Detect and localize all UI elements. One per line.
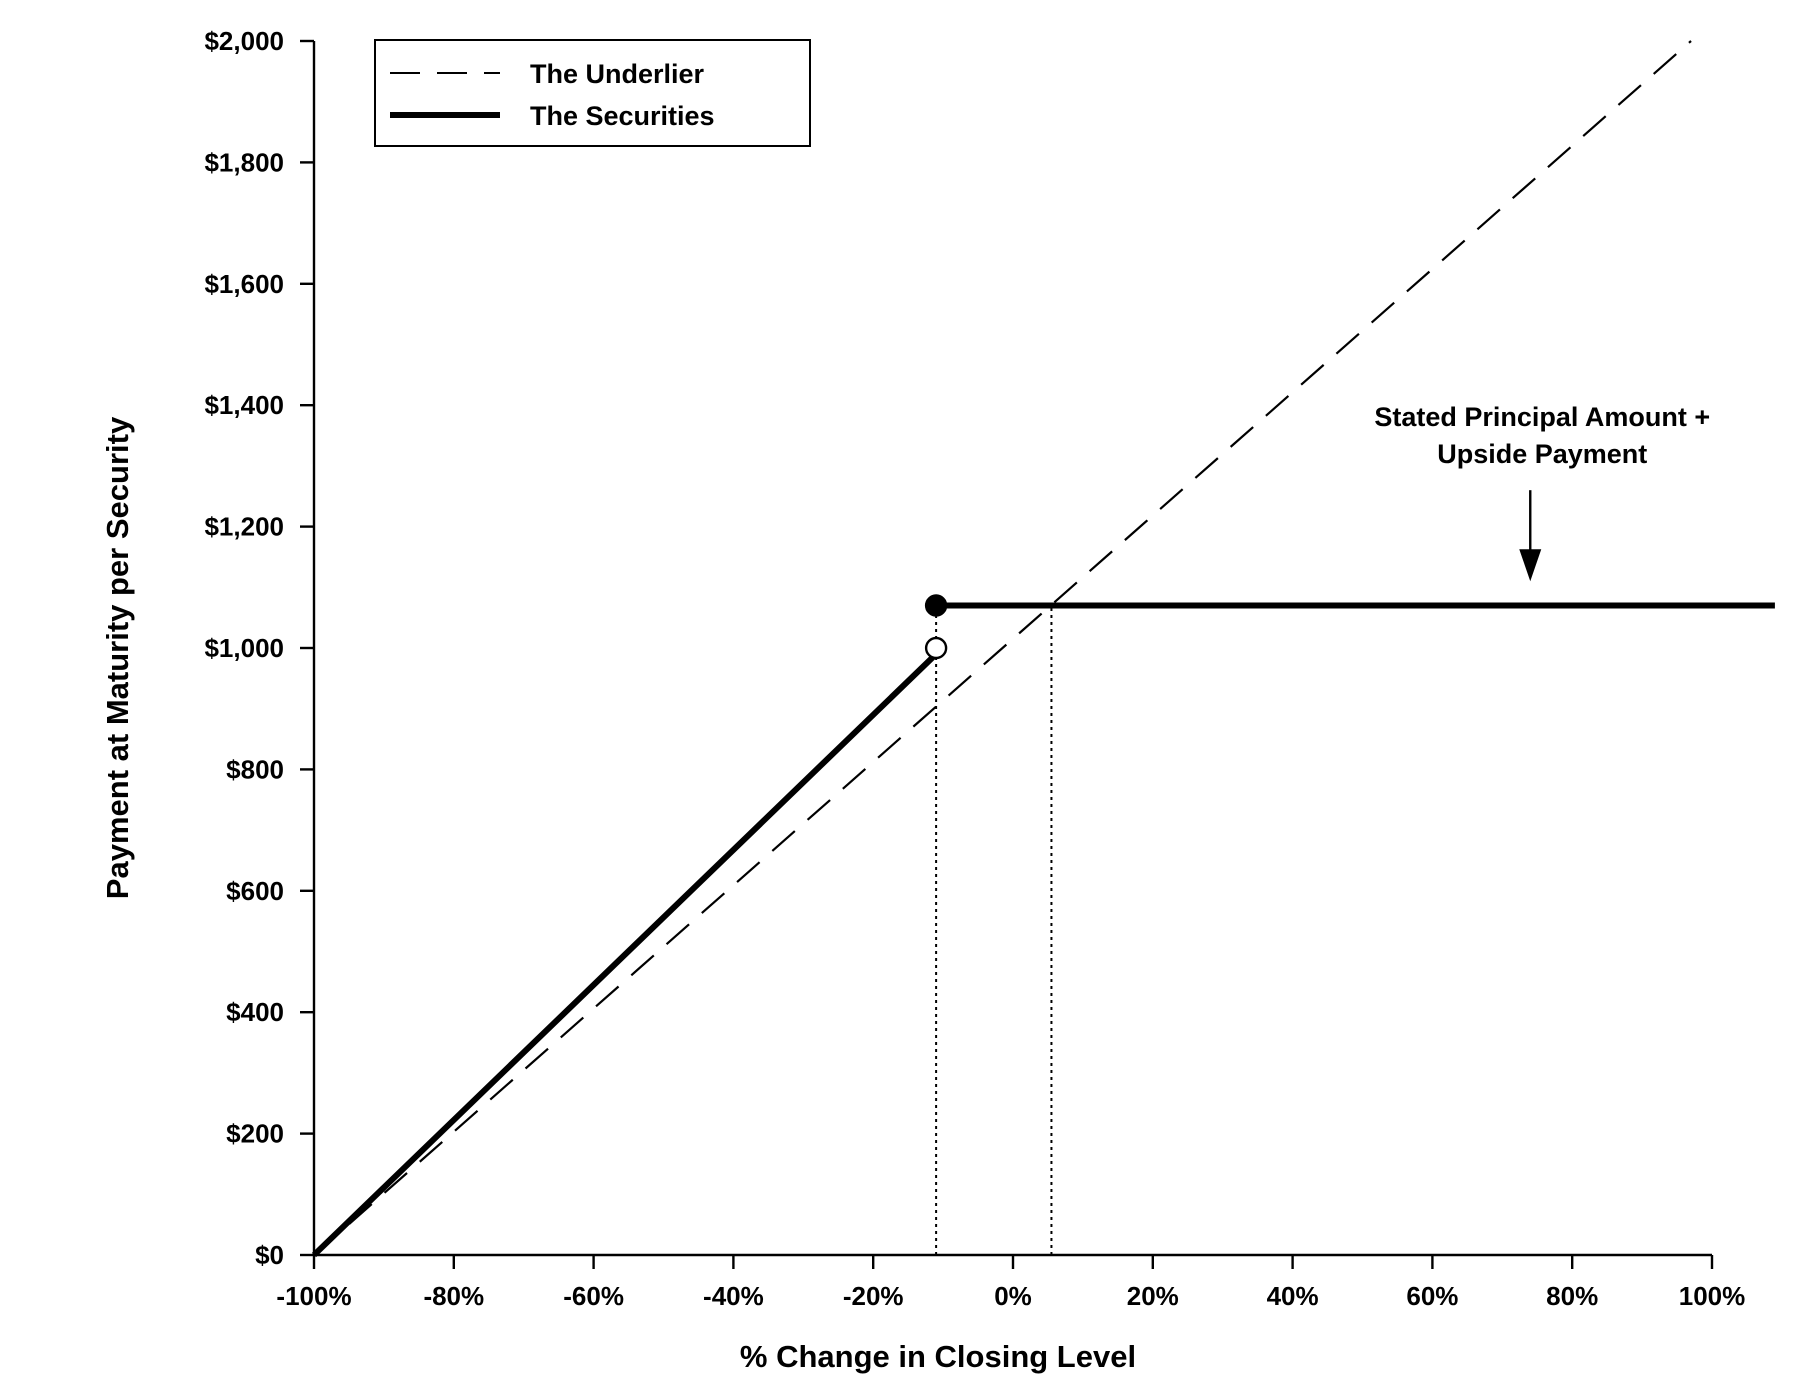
legend: The Underlier The Securities xyxy=(374,39,811,147)
legend-box xyxy=(374,39,811,147)
y-tick-label: $200 xyxy=(226,1119,284,1149)
series-underlier-line xyxy=(313,40,1692,1256)
y-tick-label: $1,800 xyxy=(204,147,284,177)
x-tick-label: 40% xyxy=(1267,1281,1319,1311)
y-tick-label: $0 xyxy=(255,1240,284,1270)
annotation-arrow-head xyxy=(1519,549,1542,582)
y-tick-label: $800 xyxy=(226,754,284,784)
x-tick-label: -40% xyxy=(703,1281,764,1311)
x-tick-label: 100% xyxy=(1679,1281,1746,1311)
y-axis-title: Payment at Maturity per Security xyxy=(100,416,135,899)
y-tick-label: $1,000 xyxy=(204,633,284,663)
series-group xyxy=(311,40,1775,1258)
y-tick-label: $1,600 xyxy=(204,269,284,299)
x-tick-label: -80% xyxy=(423,1281,484,1311)
markers-group xyxy=(924,594,948,660)
x-tick-label: 80% xyxy=(1546,1281,1598,1311)
y-axis-ticks: $0 $200 $400 $600 $800 $1,000 $1,200 $1,400 $1,6… xyxy=(204,26,314,1270)
x-tick-label: 0% xyxy=(994,1281,1032,1311)
marker-open xyxy=(924,636,948,660)
x-tick-label: 60% xyxy=(1406,1281,1458,1311)
y-tick-label: $1,400 xyxy=(204,390,284,420)
x-tick-label: -20% xyxy=(843,1281,904,1311)
annotation-text-line-2: Upside Payment xyxy=(1437,439,1647,469)
marker-filled xyxy=(924,594,948,617)
x-tick-label: -60% xyxy=(563,1281,624,1311)
x-axis-ticks: -100% -80% -60% -40% -20% 0% 20% 40% 60% 80% 100% xyxy=(276,1255,1745,1311)
x-axis-title: % Change in Closing Level xyxy=(740,1339,1136,1374)
reference-lines xyxy=(935,605,1053,1255)
x-tick-label: -100% xyxy=(276,1281,351,1311)
y-tick-label: $1,200 xyxy=(204,512,284,542)
legend-label-underlier: The Underlier xyxy=(530,59,705,89)
y-tick-label: $400 xyxy=(226,997,284,1027)
axes-group xyxy=(312,41,1712,1257)
x-tick-label: 20% xyxy=(1127,1281,1179,1311)
legend-label-securities: The Securities xyxy=(530,101,715,131)
annotation-group: Stated Principal Amount + Upside Payment xyxy=(1374,402,1710,582)
y-tick-label: $2,000 xyxy=(204,26,284,56)
series-securities-segment xyxy=(311,651,939,1258)
y-tick-label: $600 xyxy=(226,876,284,906)
annotation-text-line-1: Stated Principal Amount + xyxy=(1374,402,1710,432)
